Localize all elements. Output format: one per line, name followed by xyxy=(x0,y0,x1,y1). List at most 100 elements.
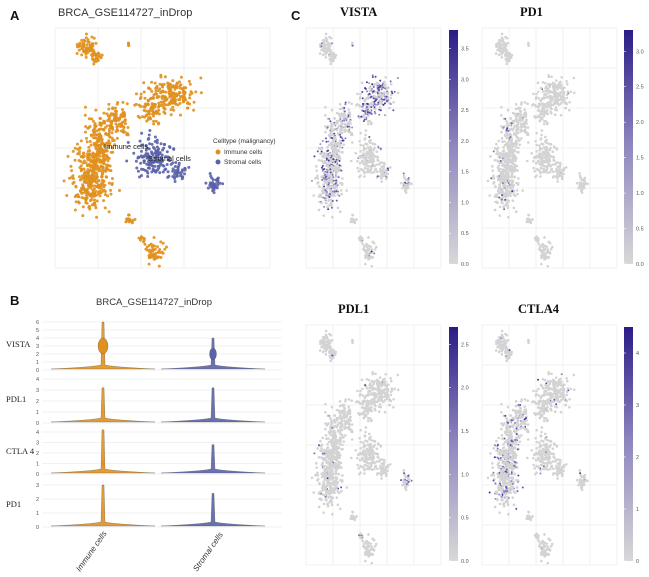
immune-cell-point xyxy=(192,100,196,104)
expressing-cell-point xyxy=(316,150,319,153)
colorbar-tick-label: 2.5 xyxy=(636,85,644,91)
stromal-cell-point xyxy=(143,168,147,172)
cell-point xyxy=(339,432,342,436)
cell-point xyxy=(330,124,334,128)
cell-point xyxy=(515,130,518,133)
cell-point xyxy=(560,83,563,87)
cell-point xyxy=(344,421,347,425)
expressing-cell-point xyxy=(383,87,386,90)
colorbar-pd1 xyxy=(624,30,633,264)
cell-point xyxy=(364,133,367,137)
immune-cell-point xyxy=(102,111,106,115)
cell-point xyxy=(549,168,553,172)
cell-point xyxy=(362,113,366,116)
cell-point xyxy=(543,247,547,251)
cell-point xyxy=(334,350,338,354)
expressing-cell-point xyxy=(393,90,396,93)
cell-point xyxy=(338,453,341,457)
expressing-cell-point xyxy=(326,171,329,174)
violin-bulb xyxy=(97,337,109,355)
cell-point xyxy=(351,213,354,217)
cell-point xyxy=(552,159,556,162)
stromal-cell-point xyxy=(154,169,158,173)
cell-point xyxy=(350,132,354,135)
stromal-cell-point xyxy=(165,163,169,167)
cell-point xyxy=(350,423,354,426)
immune-cell-point xyxy=(92,62,96,66)
cell-point xyxy=(546,103,550,107)
immune-cell-point xyxy=(173,85,177,89)
cell-point xyxy=(566,90,570,93)
immune-cell-point xyxy=(171,101,175,105)
expressing-cell-point xyxy=(362,120,365,123)
immune-cell-point xyxy=(159,240,163,244)
cell-point xyxy=(526,132,530,135)
cell-point xyxy=(500,32,504,36)
immune-cell-point xyxy=(171,79,175,83)
cell-point xyxy=(375,378,379,382)
violin-immune xyxy=(50,429,156,474)
immune-cell-point xyxy=(105,165,109,169)
immune-cell-point xyxy=(141,115,145,119)
cell-point xyxy=(367,257,370,261)
cell-point xyxy=(496,48,499,52)
cell-point xyxy=(351,41,354,45)
cell-point xyxy=(572,76,576,80)
cell-point xyxy=(499,45,502,49)
cell-point xyxy=(565,93,569,97)
stromal-cell-point xyxy=(179,172,183,176)
stromal-cell-point xyxy=(137,155,141,159)
violin-bulb xyxy=(209,347,217,361)
cell-point xyxy=(343,122,346,126)
cell-point xyxy=(546,167,549,170)
cell-point xyxy=(331,436,335,439)
immune-cell-point xyxy=(115,110,119,114)
stromal-cell-point xyxy=(183,168,187,172)
cell-point xyxy=(535,150,538,153)
cell-point xyxy=(366,464,370,468)
immune-cell-point xyxy=(92,173,96,177)
immune-cell-point xyxy=(169,108,173,112)
cell-point xyxy=(539,99,543,103)
cell-point xyxy=(376,471,380,475)
cell-point xyxy=(375,467,379,471)
cell-point xyxy=(325,38,329,41)
stromal-cell-point xyxy=(173,175,177,179)
cell-point xyxy=(491,165,494,168)
cell-point xyxy=(337,462,341,466)
immune-cell-point xyxy=(108,120,112,124)
cell-point xyxy=(342,403,346,407)
cell-point xyxy=(320,342,323,345)
cell-point xyxy=(367,244,371,248)
cell-point xyxy=(363,413,367,416)
immune-cell-point xyxy=(116,129,120,133)
cell-point xyxy=(356,456,359,460)
cell-point xyxy=(330,204,333,207)
stromal-cell-point xyxy=(183,172,187,176)
cell-point xyxy=(366,416,370,420)
cell-point xyxy=(553,113,557,117)
cell-point xyxy=(323,342,326,346)
immune-cell-point xyxy=(80,47,84,51)
cell-point xyxy=(331,464,334,468)
cell-point xyxy=(496,159,499,162)
immune-cell-point xyxy=(104,131,108,135)
expressing-cell-point xyxy=(343,119,346,122)
cell-point xyxy=(373,440,377,443)
cell-point xyxy=(406,476,410,480)
cell-point xyxy=(320,48,323,52)
expressing-cell-point xyxy=(366,102,369,105)
cell-point xyxy=(363,116,367,119)
immune-cell-point xyxy=(153,81,157,85)
immune-cell-point xyxy=(149,105,153,109)
cell-point xyxy=(533,155,537,159)
cell-point xyxy=(347,130,351,134)
cell-point xyxy=(340,126,343,130)
immune-cell-point xyxy=(94,41,98,45)
cell-point xyxy=(375,150,379,153)
panel-c: C VISTA3.53.02.52.01.51.00.50.0PD13.02.5… xyxy=(291,5,644,566)
stromal-cell-point xyxy=(144,148,148,152)
stromal-cell-point xyxy=(145,162,149,166)
cell-point xyxy=(543,252,546,256)
